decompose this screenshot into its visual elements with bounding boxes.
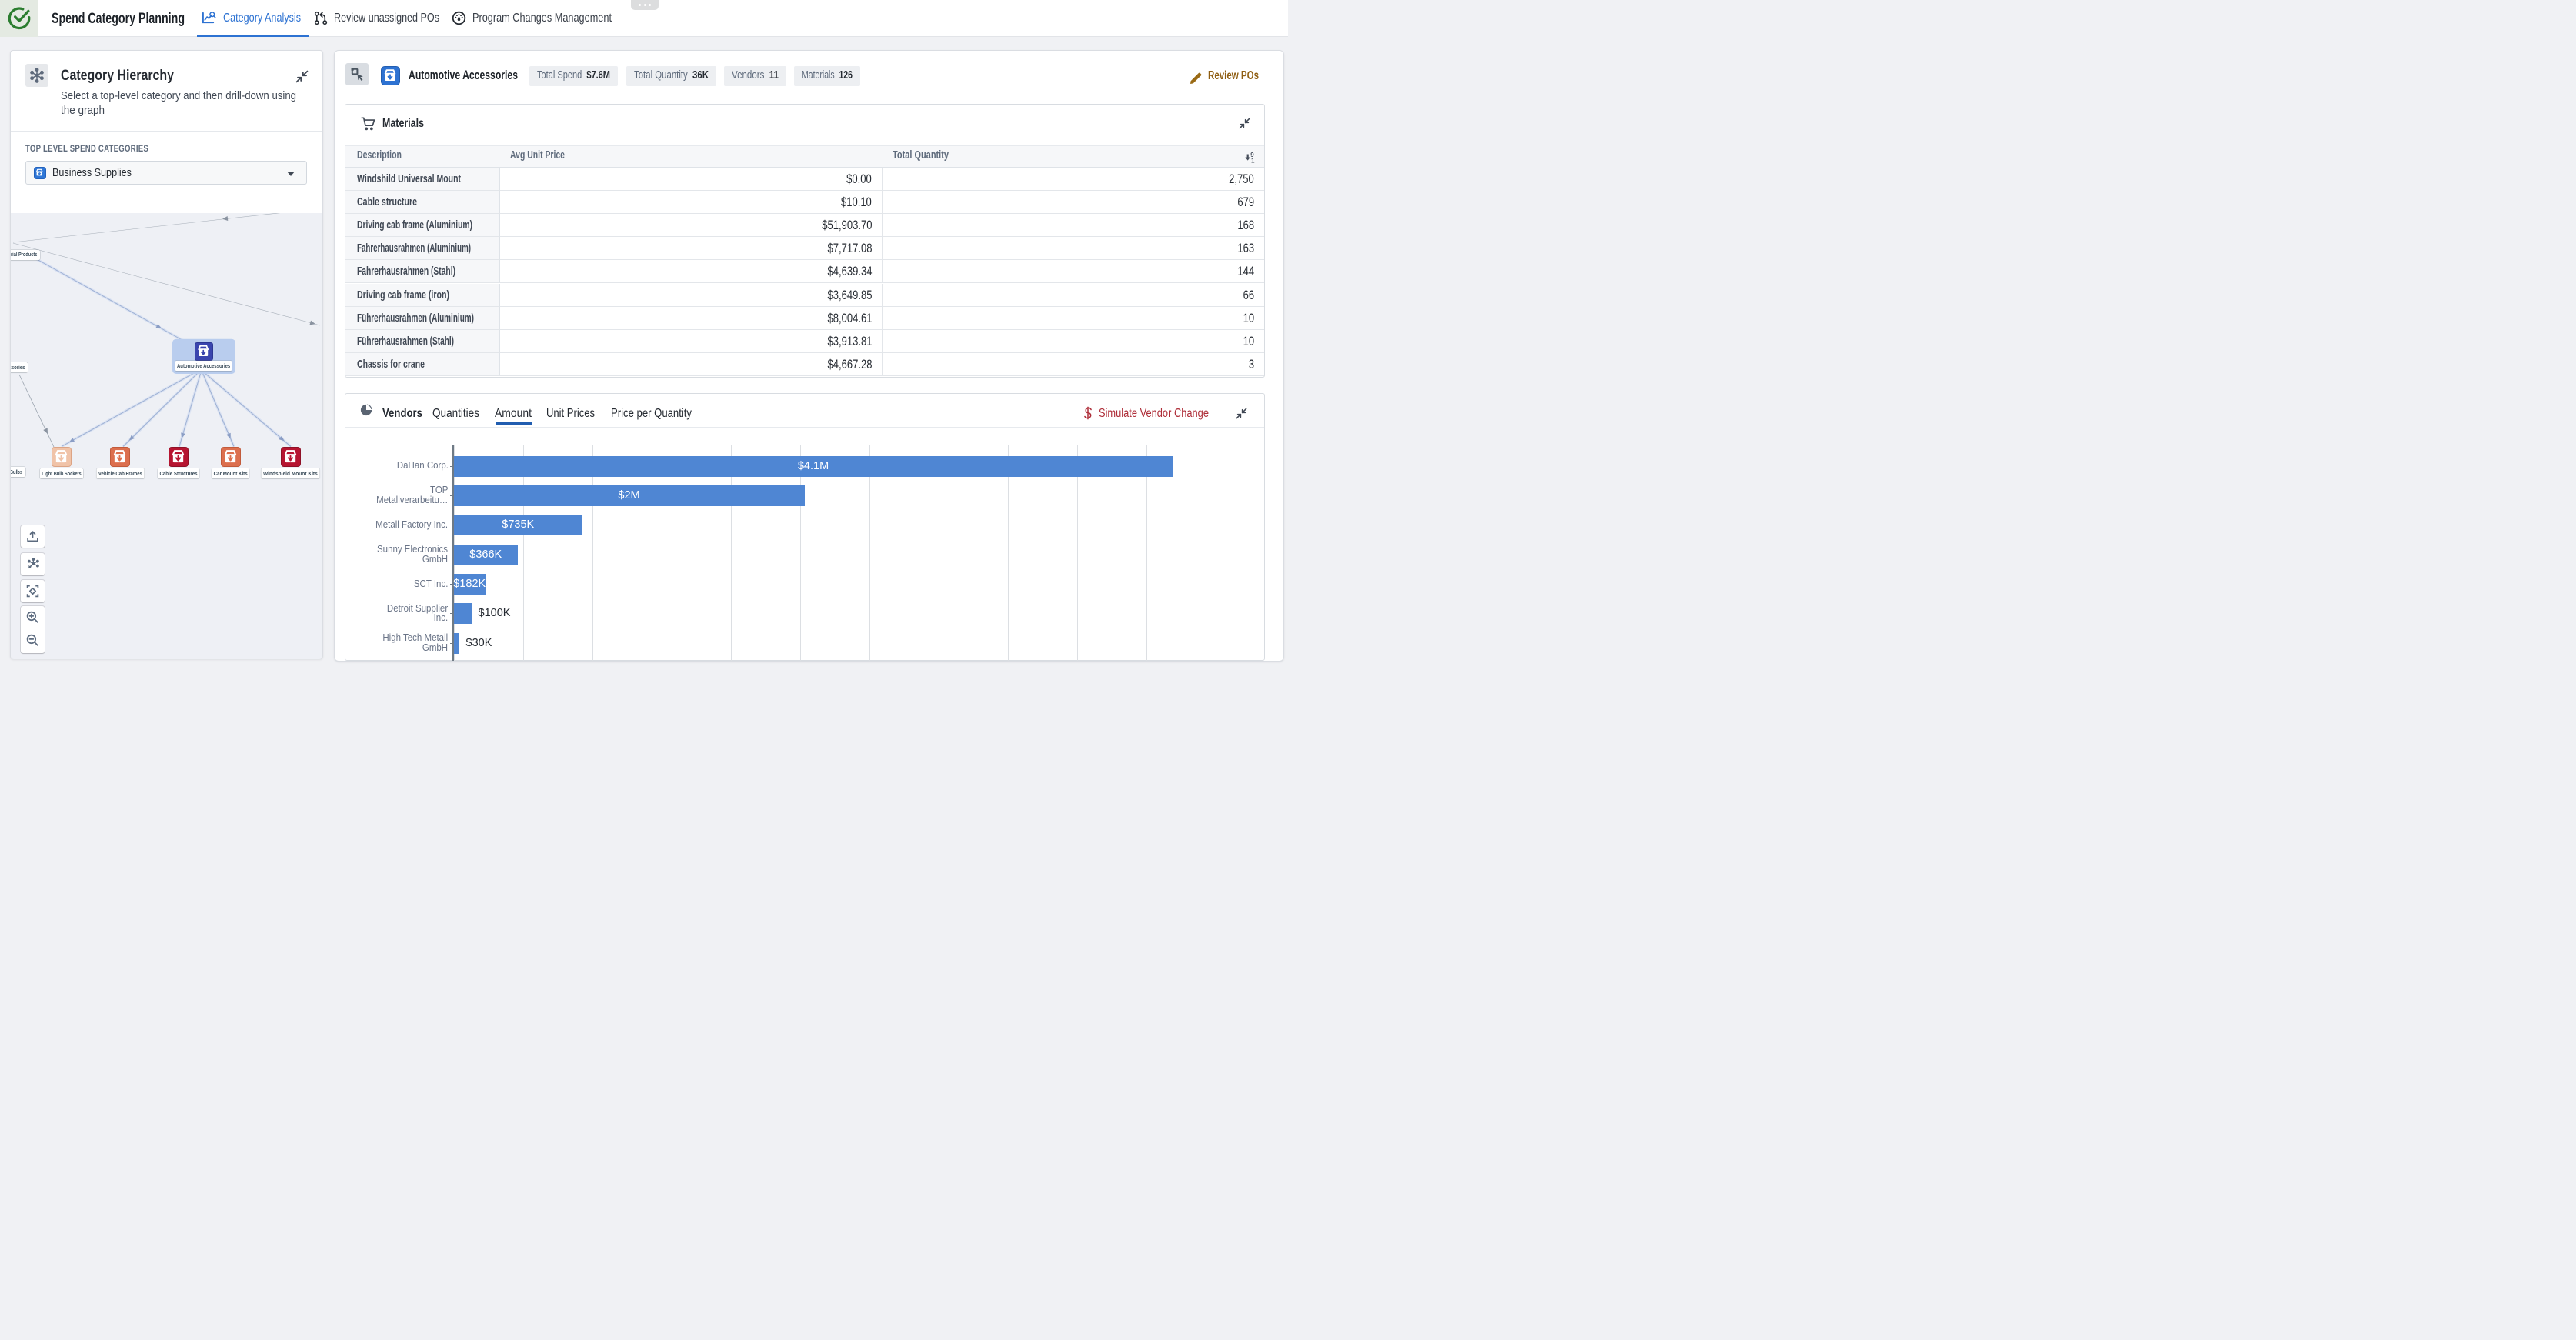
svg-text:1: 1 <box>1251 158 1255 164</box>
svg-text:9: 9 <box>1250 152 1254 158</box>
